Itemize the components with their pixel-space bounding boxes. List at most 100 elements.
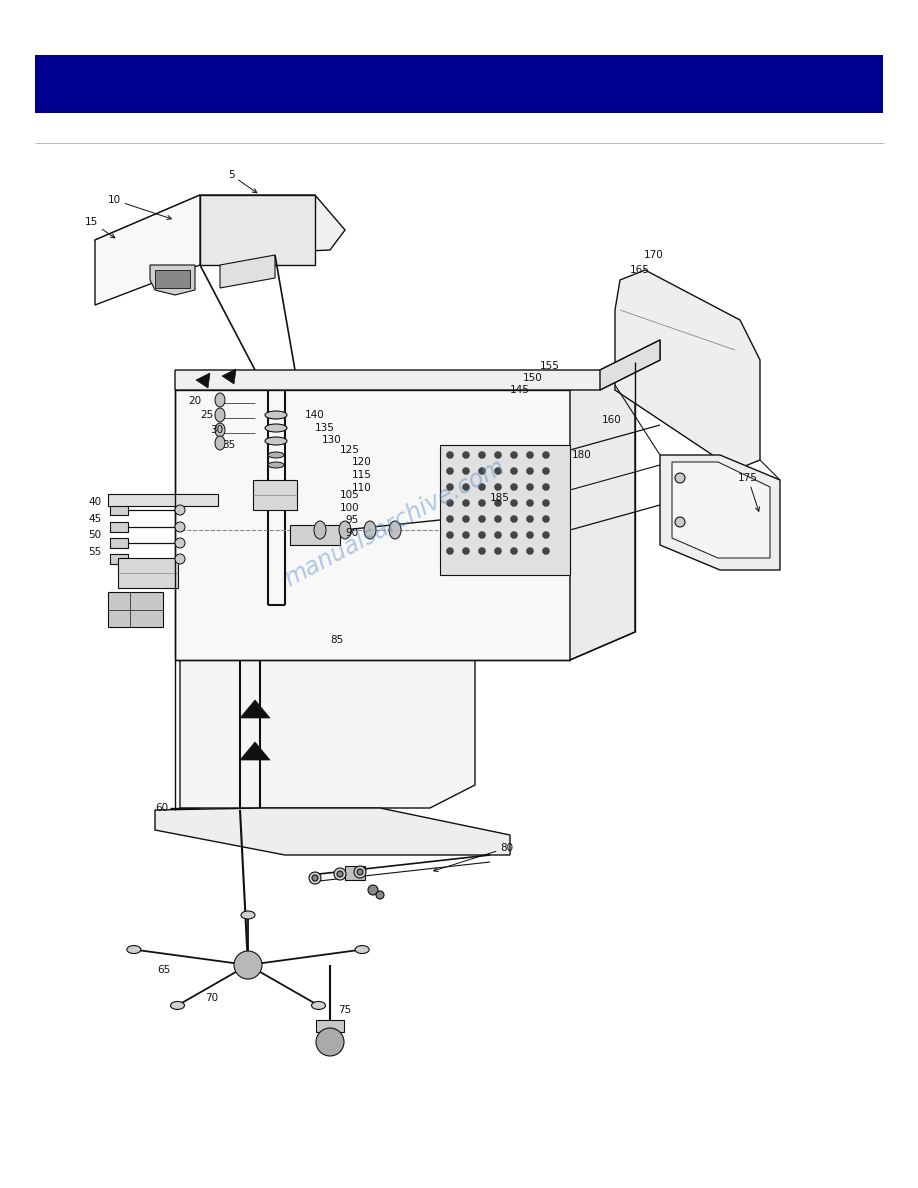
Text: 40: 40 bbox=[88, 497, 101, 507]
Circle shape bbox=[334, 868, 346, 880]
Polygon shape bbox=[95, 195, 200, 305]
Circle shape bbox=[478, 548, 486, 555]
Circle shape bbox=[543, 516, 550, 523]
Circle shape bbox=[543, 499, 550, 506]
Text: 95: 95 bbox=[345, 516, 358, 525]
Circle shape bbox=[527, 548, 533, 555]
Circle shape bbox=[446, 499, 453, 506]
Text: 55: 55 bbox=[88, 546, 101, 557]
Text: manualsarchive.com: manualsarchive.com bbox=[280, 454, 509, 592]
Polygon shape bbox=[95, 195, 345, 260]
Text: 100: 100 bbox=[340, 503, 360, 513]
Circle shape bbox=[543, 531, 550, 538]
Circle shape bbox=[446, 548, 453, 555]
Text: 155: 155 bbox=[540, 361, 560, 371]
Circle shape bbox=[510, 468, 518, 474]
Ellipse shape bbox=[265, 424, 287, 432]
Bar bbox=[110, 554, 128, 564]
Circle shape bbox=[543, 468, 550, 474]
Circle shape bbox=[510, 499, 518, 506]
Circle shape bbox=[463, 531, 469, 538]
Circle shape bbox=[478, 499, 486, 506]
Circle shape bbox=[446, 484, 453, 491]
Circle shape bbox=[543, 451, 550, 459]
Ellipse shape bbox=[171, 1001, 185, 1010]
Text: 125: 125 bbox=[340, 446, 360, 455]
Circle shape bbox=[527, 499, 533, 506]
Text: 170: 170 bbox=[644, 249, 664, 260]
Ellipse shape bbox=[364, 522, 376, 539]
Bar bbox=[253, 480, 297, 510]
Polygon shape bbox=[672, 462, 770, 558]
Polygon shape bbox=[155, 808, 510, 855]
Circle shape bbox=[446, 531, 453, 538]
Ellipse shape bbox=[268, 462, 284, 468]
Circle shape bbox=[357, 868, 363, 876]
Polygon shape bbox=[220, 255, 275, 287]
Text: 70: 70 bbox=[205, 993, 218, 1003]
Bar bbox=[316, 1020, 344, 1032]
Circle shape bbox=[463, 468, 469, 474]
Ellipse shape bbox=[311, 1001, 326, 1010]
Polygon shape bbox=[240, 742, 270, 760]
Circle shape bbox=[527, 484, 533, 491]
Text: 110: 110 bbox=[352, 484, 372, 493]
Polygon shape bbox=[615, 270, 760, 470]
Circle shape bbox=[446, 516, 453, 523]
Text: 20: 20 bbox=[188, 396, 201, 406]
Circle shape bbox=[316, 1028, 344, 1056]
Text: 60: 60 bbox=[155, 803, 168, 813]
Bar bbox=[345, 866, 365, 880]
Ellipse shape bbox=[265, 437, 287, 446]
Text: 175: 175 bbox=[738, 473, 759, 511]
Text: 50: 50 bbox=[88, 530, 101, 541]
Text: 165: 165 bbox=[630, 265, 650, 274]
Circle shape bbox=[376, 891, 384, 899]
Text: 75: 75 bbox=[338, 1005, 352, 1015]
Bar bbox=[155, 270, 190, 287]
Circle shape bbox=[527, 468, 533, 474]
Text: 5: 5 bbox=[228, 170, 257, 192]
Circle shape bbox=[463, 516, 469, 523]
Circle shape bbox=[446, 451, 453, 459]
Bar bbox=[290, 525, 340, 545]
Ellipse shape bbox=[355, 946, 369, 954]
Ellipse shape bbox=[215, 436, 225, 450]
Text: 10: 10 bbox=[108, 195, 172, 220]
Circle shape bbox=[478, 531, 486, 538]
Bar bbox=[110, 505, 128, 516]
Ellipse shape bbox=[389, 522, 401, 539]
Circle shape bbox=[478, 468, 486, 474]
Circle shape bbox=[354, 866, 366, 878]
Circle shape bbox=[478, 451, 486, 459]
Circle shape bbox=[175, 522, 185, 532]
Circle shape bbox=[543, 548, 550, 555]
Ellipse shape bbox=[215, 393, 225, 407]
Polygon shape bbox=[196, 373, 210, 388]
Text: 30: 30 bbox=[210, 425, 223, 435]
Circle shape bbox=[510, 531, 518, 538]
Circle shape bbox=[543, 484, 550, 491]
Circle shape bbox=[478, 516, 486, 523]
Circle shape bbox=[368, 885, 378, 895]
Text: 180: 180 bbox=[572, 450, 592, 460]
Circle shape bbox=[510, 484, 518, 491]
Polygon shape bbox=[240, 700, 270, 718]
Bar bbox=[440, 446, 570, 575]
Circle shape bbox=[234, 952, 262, 979]
Text: 160: 160 bbox=[602, 415, 621, 425]
Circle shape bbox=[463, 484, 469, 491]
Circle shape bbox=[175, 538, 185, 548]
Circle shape bbox=[510, 451, 518, 459]
Text: 130: 130 bbox=[322, 435, 341, 446]
Text: 85: 85 bbox=[330, 636, 343, 645]
Circle shape bbox=[510, 516, 518, 523]
Polygon shape bbox=[200, 195, 315, 265]
Circle shape bbox=[463, 499, 469, 506]
Ellipse shape bbox=[241, 911, 255, 920]
Text: 65: 65 bbox=[157, 965, 170, 975]
Circle shape bbox=[495, 451, 501, 459]
Circle shape bbox=[337, 871, 343, 877]
Bar bbox=[108, 494, 218, 506]
Ellipse shape bbox=[265, 411, 287, 419]
